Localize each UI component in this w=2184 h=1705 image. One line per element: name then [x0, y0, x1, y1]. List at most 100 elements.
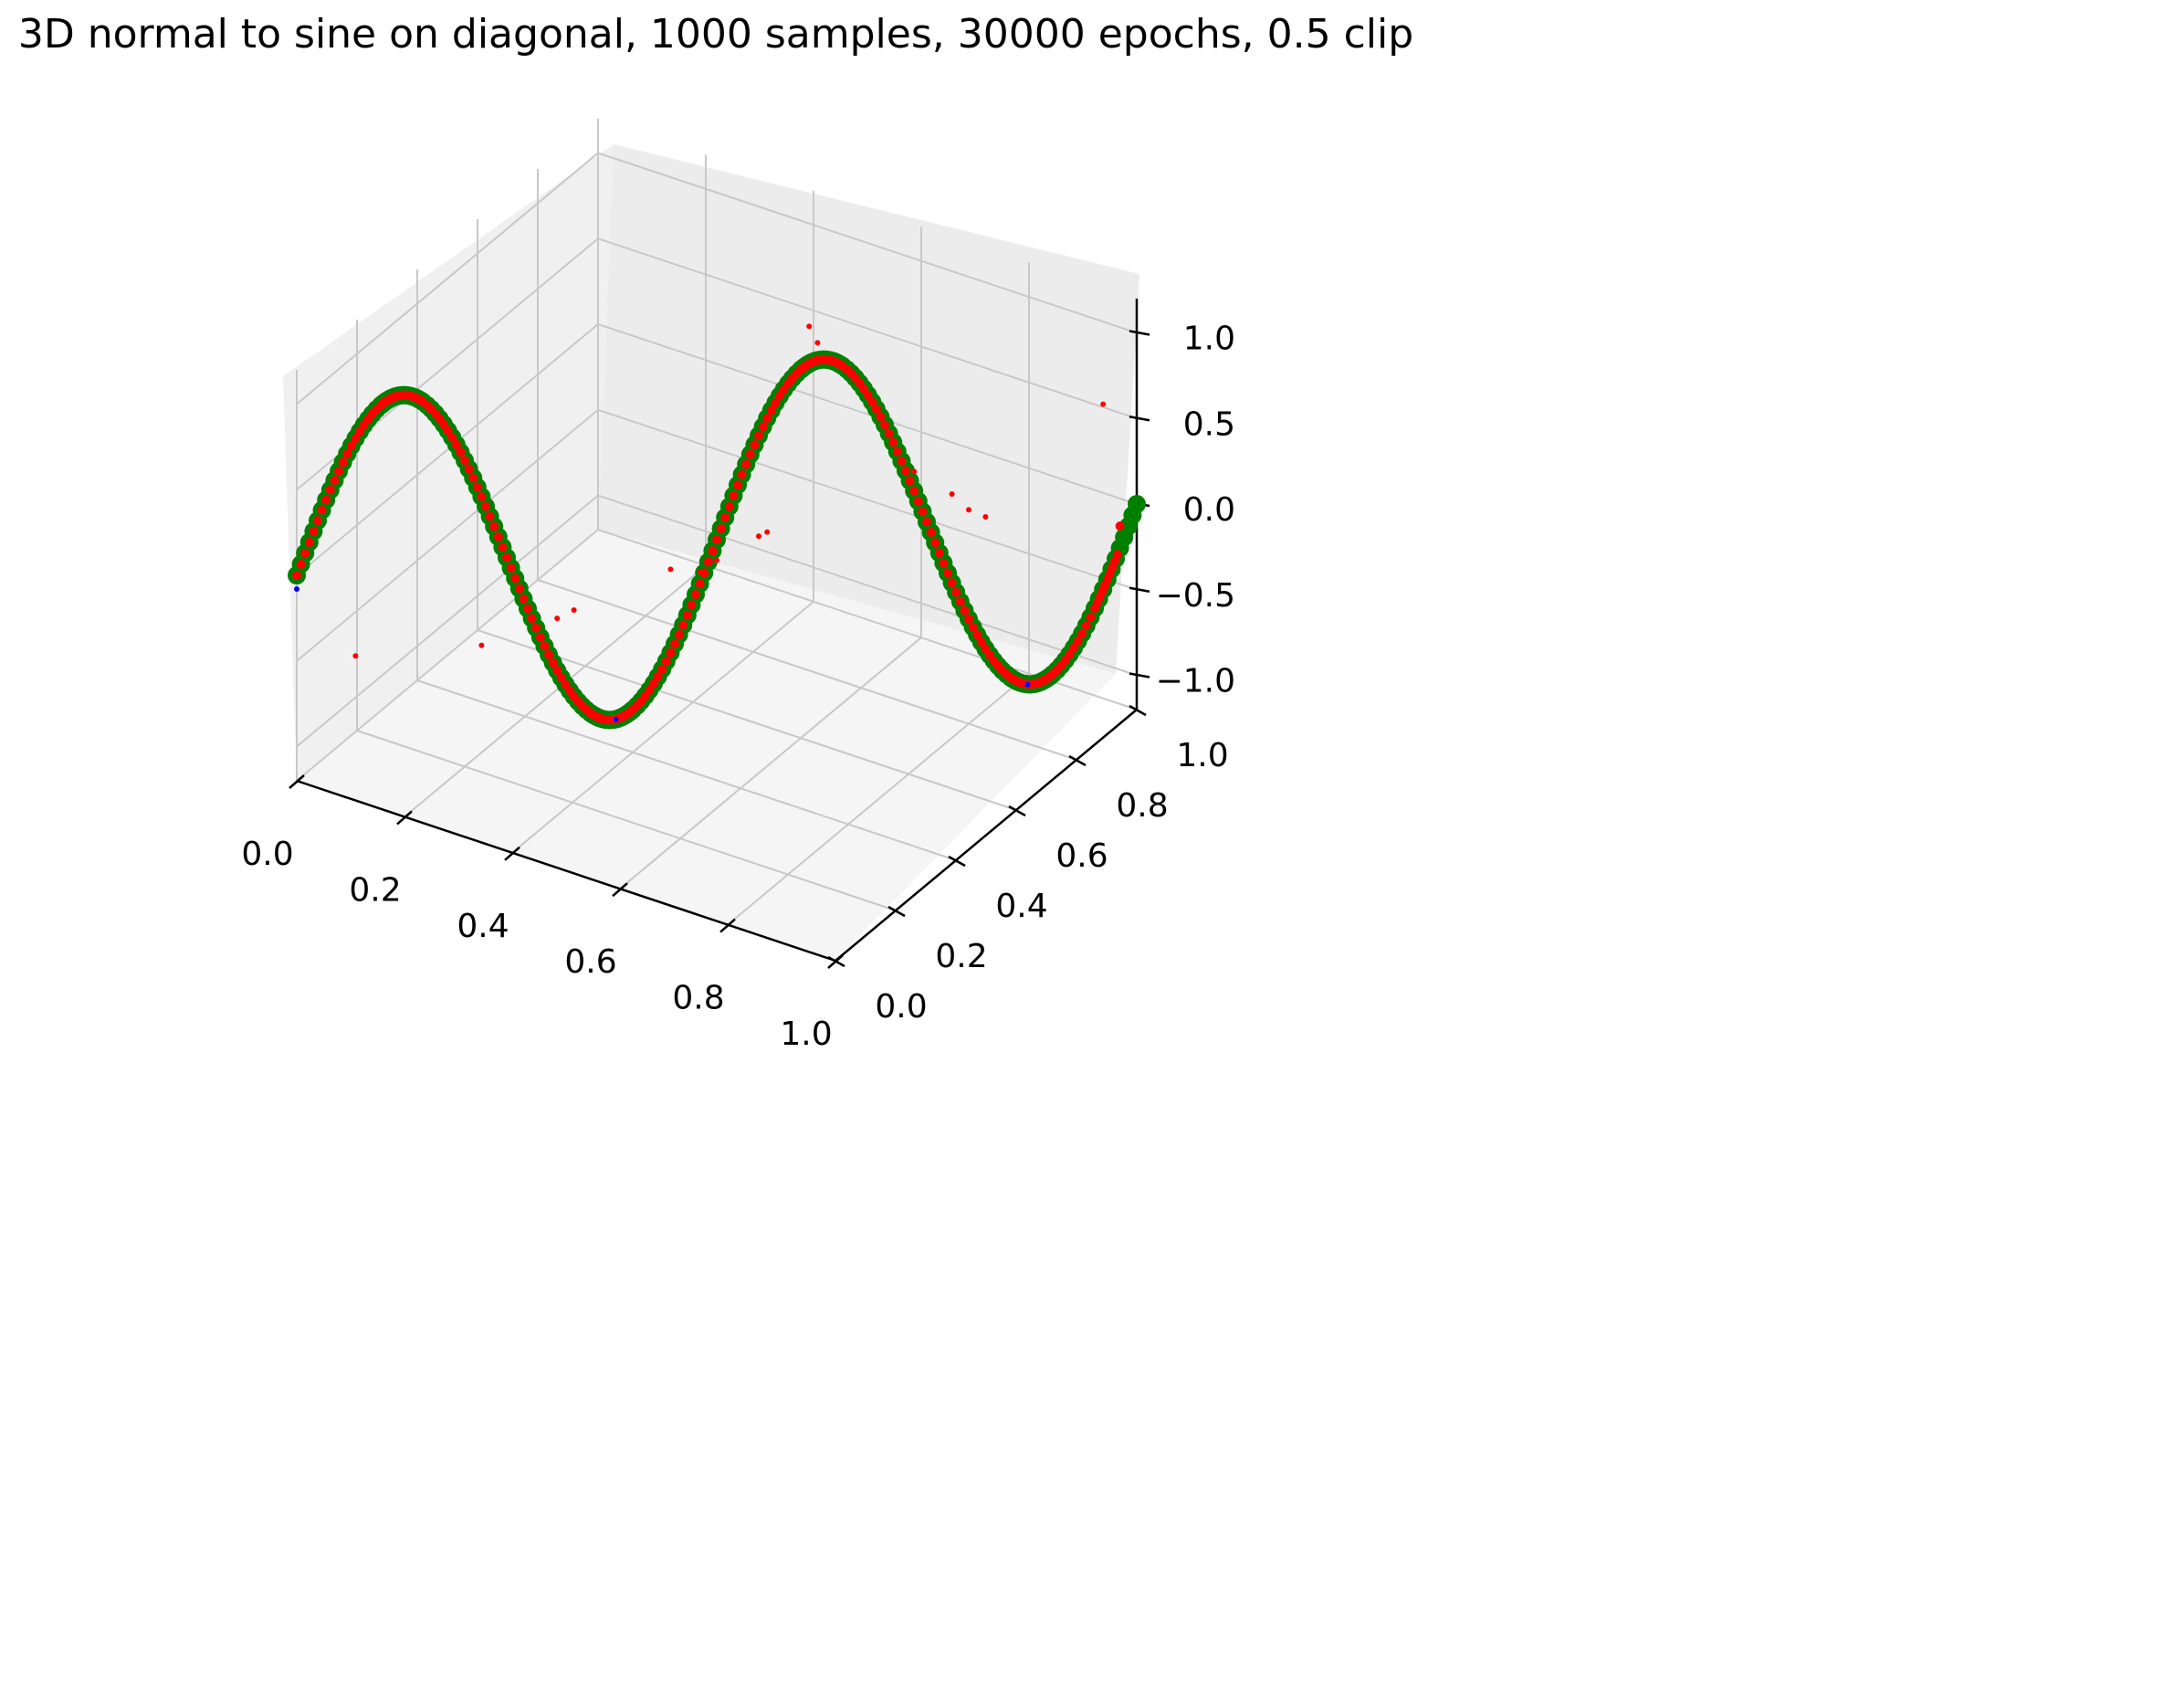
grid-line-floor-y — [477, 629, 1017, 811]
scatter-point-red — [943, 568, 952, 578]
y-tick-mark — [1008, 805, 1026, 817]
scatter-point-red-outlier — [714, 557, 719, 563]
grid-line-floor-x — [296, 529, 599, 782]
z-tick-mark — [1129, 672, 1150, 679]
scatter-point-red — [304, 537, 314, 547]
scatter-point-red — [955, 596, 965, 606]
scatter-point-red — [716, 523, 726, 533]
z-tick-label: −0.5 — [1156, 577, 1235, 615]
scatter-point-red — [548, 658, 558, 668]
scatter-point-red — [708, 546, 718, 556]
scatter-point-red — [556, 673, 566, 683]
scatter-point-red — [1086, 612, 1096, 622]
scatter-point-red-outlier — [806, 323, 813, 330]
scatter-point-red — [330, 476, 340, 486]
scatter-point-red — [535, 632, 545, 642]
scatter-point-red — [334, 466, 343, 476]
scatter-point-red — [317, 505, 327, 515]
z-tick-mark — [1129, 416, 1150, 422]
scatter-point-red — [456, 447, 466, 458]
scatter-point-red — [703, 557, 713, 567]
scatter-point-red — [300, 548, 310, 558]
scatter-point-red — [754, 430, 763, 440]
scatter-point-red — [510, 574, 520, 584]
grid-line-floor-x — [619, 637, 922, 889]
scatter-point-red — [888, 437, 898, 447]
scatter-point-red — [766, 405, 776, 416]
scatter-point-red — [321, 495, 331, 505]
scatter-point-red-outlier — [982, 514, 989, 521]
scatter-point-red-outlier — [756, 533, 761, 540]
y-tick-label: 1.0 — [1176, 737, 1228, 774]
y-tick-mark — [887, 905, 906, 918]
scatter-point-red — [724, 501, 734, 511]
scatter-point-red — [720, 512, 730, 522]
data-points — [288, 323, 1146, 730]
scatter-point-red-outlier — [966, 507, 971, 513]
scatter-point-red — [892, 447, 902, 457]
scatter-point-red — [657, 664, 667, 674]
scatter-point-red — [1081, 621, 1091, 631]
scatter-point-red — [481, 501, 490, 511]
scatter-point-red-outlier — [352, 653, 359, 659]
scatter-point-red — [325, 485, 335, 495]
scatter-point-red — [678, 620, 688, 630]
scatter-point-blue — [1024, 681, 1031, 688]
scatter-point-red — [876, 412, 886, 422]
scatter-point-blue — [294, 586, 299, 592]
x-tick-label: 1.0 — [780, 1016, 832, 1053]
scatter-point-red — [758, 422, 768, 432]
scatter-point-red — [863, 390, 873, 400]
scatter-point-red — [489, 521, 499, 531]
scatter-point-red — [468, 473, 478, 483]
scatter-point-red — [905, 476, 915, 486]
scatter-point-red — [523, 604, 532, 614]
scatter-point-red — [531, 623, 541, 633]
scatter-point-red — [913, 496, 923, 506]
scatter-point-red — [867, 396, 877, 406]
x-tick-mark — [504, 846, 520, 861]
z-tick-label: 0.0 — [1183, 491, 1235, 529]
scatter-point-red — [502, 553, 511, 563]
scatter-point-red — [498, 542, 508, 553]
scatter-point-red — [346, 441, 356, 451]
y-tick-label: 0.2 — [935, 938, 987, 975]
scatter-point-red — [939, 558, 949, 568]
scatter-point-red — [960, 605, 970, 616]
scatter-point-red — [460, 456, 469, 466]
scatter-point-red — [1112, 550, 1122, 560]
scatter-point-red — [552, 666, 562, 676]
scatter-point-red — [338, 458, 348, 468]
scatter-point-red — [1073, 636, 1083, 646]
x-tick-label: 0.6 — [564, 943, 616, 981]
scatter-point-red — [1069, 643, 1078, 653]
scatter-point-red — [964, 614, 973, 624]
scatter-point-red — [771, 398, 781, 408]
scatter-point-red — [691, 589, 700, 599]
x-tick-label: 0.8 — [672, 980, 724, 1017]
scatter-point-red — [750, 440, 760, 450]
scatter-point-red — [447, 432, 457, 442]
scatter-point-red — [951, 587, 961, 597]
scatter-point-red — [972, 630, 982, 640]
scatter-point-red — [292, 571, 301, 580]
scatter-point-red-outlier — [571, 607, 577, 614]
scatter-point-red-outlier — [554, 616, 561, 622]
scatter-point-red — [897, 456, 907, 466]
grid-line-floor-x — [727, 672, 1030, 926]
scatter-point-red — [926, 527, 936, 537]
scatter-point-red — [296, 559, 306, 569]
scatter-point-red — [451, 439, 461, 449]
scatter-point-red — [737, 469, 747, 479]
scatter-point-red — [514, 584, 524, 594]
scatter-point-red — [762, 413, 772, 423]
scatter-point-red — [661, 657, 671, 667]
scatter-point-red — [472, 482, 482, 492]
scatter-point-red — [506, 563, 516, 573]
z-tick-label: 0.5 — [1183, 405, 1235, 443]
grid-line-z — [296, 322, 1138, 576]
scatter-point-red-outlier — [911, 468, 918, 475]
scatter-point-red-outlier — [814, 340, 821, 346]
scatter-point-red — [527, 614, 537, 624]
scatter-point-red — [666, 647, 676, 658]
